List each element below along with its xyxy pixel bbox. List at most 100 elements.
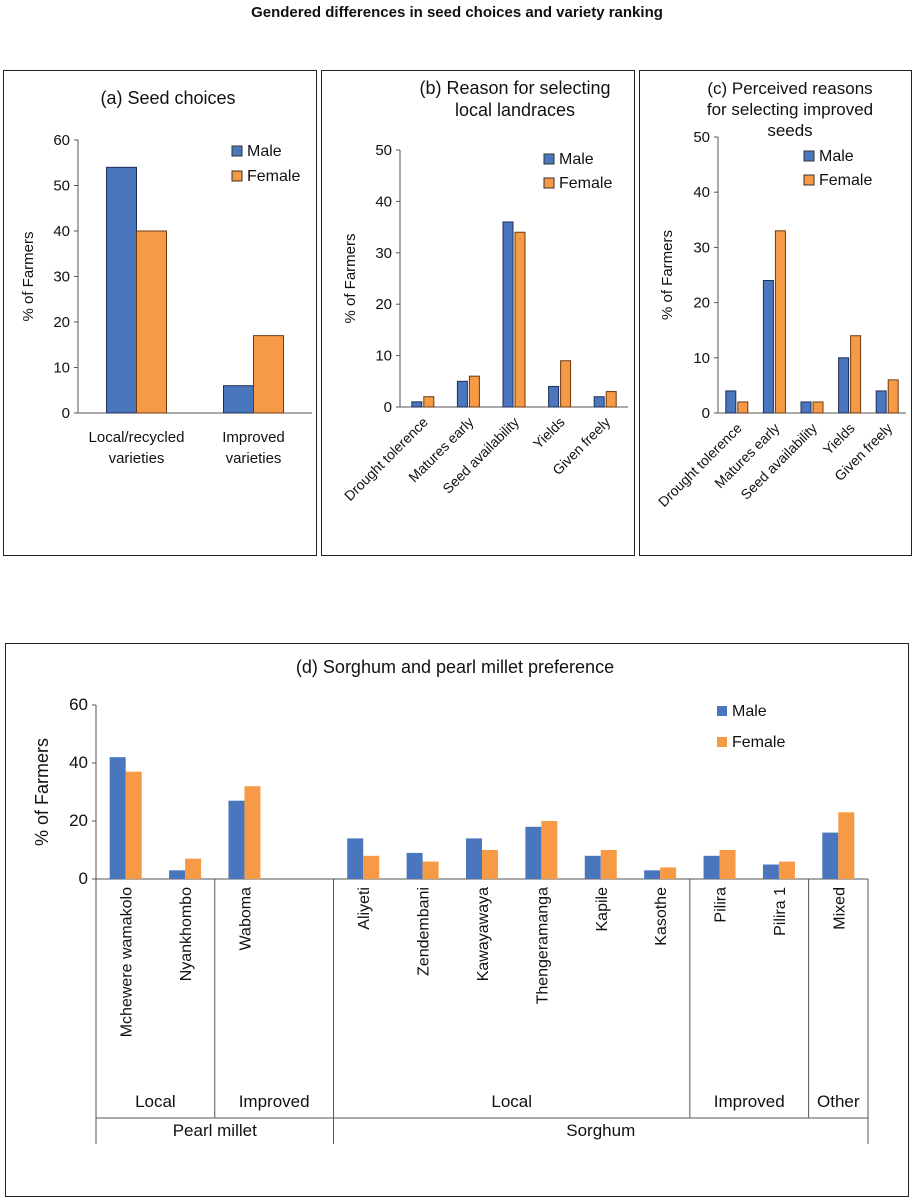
chart-b-y-tick-label: 10 bbox=[375, 348, 392, 365]
panel-a bbox=[3, 70, 317, 556]
chart-b-category-label: Drought tolerence bbox=[341, 414, 431, 504]
chart-c-legend-swatch-female bbox=[803, 174, 815, 186]
chart-d-group-label: Other bbox=[817, 1092, 860, 1111]
chart-d-group-label: Improved bbox=[239, 1092, 310, 1111]
chart-c-bar-female bbox=[850, 335, 862, 414]
chart-c-y-tick-label: 10 bbox=[693, 350, 710, 367]
chart-c-y-tick-label: 0 bbox=[702, 405, 710, 422]
chart-c-y-tick-label: 20 bbox=[693, 295, 710, 312]
chart-b-bar-female bbox=[514, 231, 526, 408]
chart-d-bar-male bbox=[525, 826, 542, 879]
chart-a-y-tick-label: 50 bbox=[53, 178, 70, 195]
chart-d-bar-male bbox=[703, 855, 720, 879]
panel-d bbox=[5, 643, 909, 1197]
chart-b-bar-male bbox=[456, 380, 468, 408]
chart-d-bar-female bbox=[719, 850, 736, 879]
chart-a-y-tick-label: 0 bbox=[62, 405, 70, 422]
chart-d-category-label: Pilira 1 bbox=[772, 887, 789, 936]
chart-c-y-tick-label: 50 bbox=[693, 129, 710, 146]
chart-c-bar-male bbox=[875, 390, 887, 414]
chart-a-title: (a) Seed choices bbox=[100, 88, 235, 108]
chart-c-y-tick-label: 40 bbox=[693, 184, 710, 201]
chart-d-category-label: Pilira bbox=[713, 887, 730, 923]
chart-c-title: (c) Perceived reasons bbox=[707, 79, 872, 98]
chart-b-y-label: % of Farmers bbox=[342, 233, 359, 323]
chart-a-category-label: varieties bbox=[109, 450, 165, 467]
chart-d-bar-male bbox=[466, 838, 482, 879]
chart-d-group-label: Local bbox=[491, 1092, 532, 1111]
chart-d-bar-female bbox=[422, 861, 439, 879]
chart-a-y-label: % of Farmers bbox=[20, 231, 37, 321]
chart-c-y-tick-label: 30 bbox=[693, 239, 710, 256]
chart-c-legend-swatch-male bbox=[803, 150, 815, 162]
chart-c-bar-female bbox=[887, 379, 899, 414]
chart-d-bar-female bbox=[244, 786, 261, 879]
chart-b-y-tick-label: 20 bbox=[375, 296, 392, 313]
chart-d-y-tick-label: 40 bbox=[69, 753, 88, 772]
chart-c-title: for selecting improved bbox=[707, 100, 873, 119]
chart-b-bar-female bbox=[468, 375, 480, 408]
chart-c-bar-female bbox=[737, 401, 749, 414]
chart-d-y-tick-label: 0 bbox=[79, 869, 88, 888]
chart-c-bar-male bbox=[725, 390, 737, 414]
chart-a-legend-label: Female bbox=[247, 168, 300, 185]
chart-b-bar-male bbox=[502, 221, 514, 408]
chart-b-bar-female bbox=[605, 391, 617, 408]
chart-c-legend-label: Female bbox=[819, 172, 872, 189]
chart-b-bar-male bbox=[548, 385, 560, 408]
chart-b-legend-label: Male bbox=[559, 151, 594, 168]
chart-a-y-tick-label: 60 bbox=[53, 132, 70, 149]
chart-d-legend-label: Male bbox=[732, 703, 767, 720]
chart-c-legend-label: Male bbox=[819, 148, 854, 165]
chart-b-bar-female bbox=[560, 360, 572, 408]
chart-d-y-tick-label: 60 bbox=[69, 695, 88, 714]
panel-c bbox=[639, 70, 912, 556]
chart-b-category-label: Yields bbox=[530, 414, 568, 452]
chart-b-title: (b) Reason for selecting bbox=[419, 78, 610, 98]
chart-d-bar-male bbox=[347, 838, 364, 879]
chart-d-group-label: Local bbox=[135, 1092, 176, 1111]
chart-b-bar-male bbox=[411, 401, 423, 408]
chart-d-bar-female bbox=[363, 855, 380, 879]
chart-d-bar-male bbox=[584, 855, 601, 879]
chart-b-legend-swatch-female bbox=[543, 177, 555, 189]
chart-d-bar-female bbox=[778, 861, 795, 879]
chart-a-legend-label: Male bbox=[247, 143, 282, 160]
chart-d-title: (d) Sorghum and pearl millet preference bbox=[296, 657, 614, 677]
chart-d-bar-male bbox=[109, 757, 126, 879]
chart-d-bar-female bbox=[185, 858, 202, 879]
chart-d-y-label: % of Farmers bbox=[32, 738, 52, 846]
chart-b-y-tick-label: 30 bbox=[375, 245, 392, 262]
chart-d-group-label: Improved bbox=[714, 1092, 785, 1111]
chart-c-bar-female bbox=[812, 401, 824, 414]
chart-a-category-label: Improved bbox=[222, 429, 285, 446]
chart-a-bar-female bbox=[136, 230, 167, 414]
chart-d-legend-swatch-male bbox=[717, 706, 727, 716]
chart-a-bar-male bbox=[223, 385, 254, 414]
chart-d-legend-swatch-female bbox=[717, 737, 727, 747]
chart-a-y-tick-label: 30 bbox=[53, 269, 70, 286]
chart-d-bar-male bbox=[228, 800, 245, 879]
chart-d-category-label: Thengeramanga bbox=[534, 887, 551, 1005]
chart-d-bar-male bbox=[644, 870, 661, 879]
chart-d-bar-female bbox=[125, 771, 142, 879]
chart-b-y-tick-label: 0 bbox=[384, 399, 392, 416]
panel-b bbox=[321, 70, 635, 556]
chart-d-category-label: Zendembani bbox=[416, 887, 433, 976]
chart-d-category-label: Mchewere wamakolo bbox=[119, 887, 136, 1037]
chart-d-bar-female bbox=[838, 812, 855, 879]
chart-d-category-label: Aliyeti bbox=[356, 887, 373, 930]
figure-title: Gendered differences in seed choices and… bbox=[251, 4, 663, 21]
chart-c-bar-female bbox=[774, 230, 786, 414]
chart-d-category-label: Kasothe bbox=[653, 887, 670, 946]
chart-d-bar-female bbox=[541, 821, 558, 879]
chart-d-bar-female bbox=[660, 867, 677, 879]
chart-c-bar-male bbox=[762, 280, 774, 414]
chart-d-category-label: Waboma bbox=[237, 887, 254, 951]
chart-a-legend-swatch-male bbox=[231, 145, 243, 157]
chart-b-bar-male bbox=[593, 396, 605, 408]
chart-d-bar-male bbox=[762, 864, 779, 879]
chart-d-category-label: Kapile bbox=[594, 887, 611, 932]
chart-b-y-tick-label: 50 bbox=[375, 142, 392, 159]
